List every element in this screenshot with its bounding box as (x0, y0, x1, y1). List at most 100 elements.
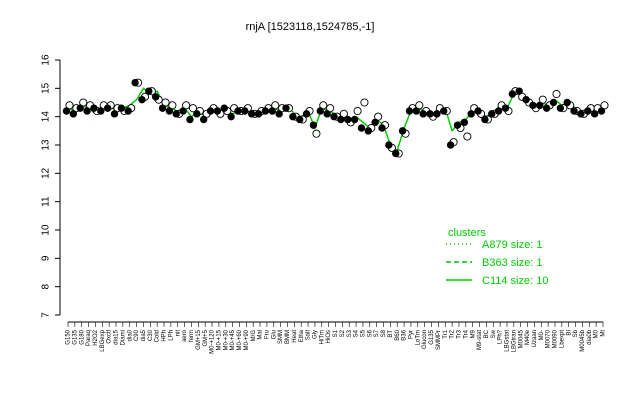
data-point-filled (117, 104, 126, 112)
x-tick-label: HPh (162, 330, 168, 342)
x-tick-label: M0-+120 (210, 329, 216, 354)
data-point-filled (412, 107, 421, 115)
x-tick-label: BT (388, 330, 394, 338)
x-tick-label: LBGexp (100, 329, 106, 351)
x-tick-label: Fru (264, 330, 270, 339)
data-point-filled (556, 104, 565, 112)
data-point-filled (467, 110, 475, 118)
data-point-filled (289, 112, 297, 121)
data-point-filled (446, 141, 455, 149)
data-point-filled (69, 110, 78, 118)
x-tick-label: HiTm (319, 330, 325, 344)
x-tick-label: Tr1 (443, 329, 449, 338)
data-point-filled (302, 110, 311, 118)
data-point-filled (199, 115, 208, 124)
chart-title: rnjA [1523118,1524785,-1] (246, 21, 375, 33)
data-point-open (463, 132, 472, 141)
data-point-filled (193, 110, 201, 118)
data-point-filled (83, 107, 91, 115)
data-point-filled (309, 121, 318, 129)
data-point-filled (357, 124, 366, 132)
data-point-open (360, 98, 369, 107)
x-axis: G150 G135 G180 Paraq H2O2 LBGexp Oxctl dia15 Dia… (66, 321, 607, 354)
data-point-filled (481, 115, 489, 124)
x-tick-label: ferm (189, 330, 195, 342)
x-tick-label: M0045 (518, 329, 524, 348)
data-point-filled (392, 149, 400, 158)
data-point-open (552, 89, 561, 99)
data-point-filled (597, 107, 606, 115)
data-point-filled (590, 110, 599, 118)
y-tick-label: 14 (41, 111, 52, 123)
x-tick-label: Etha (299, 329, 305, 342)
data-point-filled (296, 115, 304, 124)
data-point-filled (76, 104, 84, 112)
data-point-filled (145, 87, 153, 95)
data-point-filled (131, 78, 139, 87)
data-point-filled (268, 107, 276, 115)
legend-title: clusters (448, 227, 486, 239)
x-tick-label: Diami (120, 330, 126, 345)
data-point-filled (405, 107, 414, 115)
data-point-filled (378, 124, 386, 132)
data-point-filled (103, 104, 112, 112)
data-point-filled (241, 107, 249, 115)
data-point-filled (158, 104, 167, 112)
data-point-filled (186, 115, 194, 124)
x-tick-label: Cold (155, 330, 161, 342)
data-point-filled (344, 115, 352, 124)
x-tick-label: S6 (367, 329, 373, 337)
data-point-filled (563, 98, 571, 107)
data-point-filled (110, 110, 119, 118)
data-point-filled (584, 107, 592, 115)
data-point-filled (570, 107, 578, 115)
x-tick-label: HiOs (326, 330, 332, 343)
x-tick-label: GM+15 (196, 329, 202, 350)
x-tick-label: Mal (258, 330, 264, 340)
y-tick-label: 7 (41, 312, 52, 318)
x-tick-label: C30 (148, 329, 154, 341)
data-point-filled (323, 110, 331, 118)
data-point-filled (474, 107, 482, 115)
x-tick-label: M/G (251, 330, 257, 342)
data-point-filled (179, 107, 187, 115)
y-tick-label: 11 (41, 196, 52, 207)
data-point-filled (62, 107, 71, 115)
data-point-filled (515, 87, 523, 95)
y-tick-label: 10 (41, 224, 52, 236)
x-tick-label: M0045b (580, 329, 586, 351)
data-point-filled (542, 104, 551, 112)
data-point-open (188, 104, 198, 113)
data-point-filled (234, 107, 242, 115)
x-tick-label: Glu (271, 330, 277, 339)
x-tick-label: Tr3 (457, 329, 463, 338)
x-tick-label: nit (175, 330, 181, 337)
x-tick-label: LBGstat (505, 330, 511, 352)
data-point-filled (138, 95, 146, 104)
data-point-filled (364, 127, 372, 135)
data-point-filled (522, 95, 530, 104)
data-point-filled (337, 115, 345, 124)
legend-label: C114 size: 10 (482, 275, 548, 287)
data-point-filled (536, 101, 544, 110)
data-point-filled (330, 112, 338, 121)
x-tick-label: Glucon (422, 330, 428, 349)
x-tick-label: M40e (525, 329, 531, 345)
data-point-filled (453, 121, 462, 129)
data-point-filled (501, 104, 510, 112)
x-tick-label: S8 (381, 329, 387, 337)
x-tick-label: Gly (313, 330, 319, 339)
x-tick-label: Sw (491, 329, 497, 338)
x-tick-label: B36 (402, 329, 408, 340)
data-point-filled (398, 127, 407, 135)
x-tick-label: M0-+90 (244, 329, 250, 350)
x-tick-label: M0 (594, 329, 600, 338)
data-point-filled (433, 110, 441, 118)
x-tick-label: M0090 (553, 329, 559, 348)
x-tick-label: M0-+45 (230, 329, 236, 350)
x-tick-label: Oxctl (107, 330, 113, 344)
x-tick-label: M9-stat (477, 330, 483, 350)
x-tick-label: Heat (292, 330, 298, 343)
x-tick-label: dia15 (114, 329, 120, 344)
